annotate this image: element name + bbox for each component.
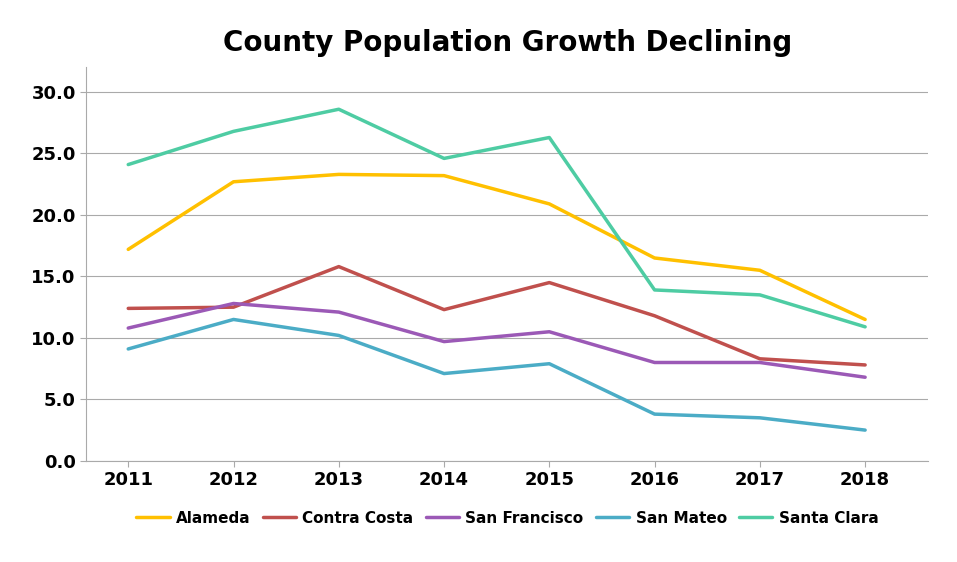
- Alameda: [122, 246, 134, 253]
- Alameda: [544, 201, 555, 207]
- Title: County Population Growth Declining: County Population Growth Declining: [223, 29, 791, 57]
- Santa Clara: [228, 128, 239, 135]
- San Mateo: [649, 411, 660, 418]
- San Francisco: [859, 374, 871, 380]
- San Francisco: [333, 309, 345, 315]
- San Mateo: [438, 370, 450, 377]
- Line: San Francisco: San Francisco: [128, 303, 865, 377]
- Santa Clara: [754, 292, 766, 298]
- San Francisco: [544, 328, 555, 335]
- Santa Clara: [333, 106, 345, 112]
- San Mateo: [228, 316, 239, 323]
- San Mateo: [333, 332, 345, 339]
- Contra Costa: [122, 305, 134, 312]
- Contra Costa: [438, 306, 450, 313]
- Alameda: [438, 172, 450, 179]
- Line: Santa Clara: Santa Clara: [128, 109, 865, 327]
- San Francisco: [122, 325, 134, 332]
- Alameda: [754, 267, 766, 274]
- Legend: Alameda, Contra Costa, San Francisco, San Mateo, Santa Clara: Alameda, Contra Costa, San Francisco, Sa…: [130, 505, 884, 532]
- Contra Costa: [859, 361, 871, 368]
- Santa Clara: [438, 155, 450, 162]
- San Mateo: [122, 346, 134, 352]
- Alameda: [228, 178, 239, 185]
- Santa Clara: [544, 134, 555, 141]
- Santa Clara: [122, 161, 134, 168]
- Line: Alameda: Alameda: [128, 174, 865, 319]
- San Mateo: [859, 427, 871, 433]
- Alameda: [649, 255, 660, 261]
- San Francisco: [228, 300, 239, 307]
- Santa Clara: [859, 324, 871, 330]
- San Francisco: [438, 338, 450, 345]
- Contra Costa: [333, 263, 345, 270]
- Contra Costa: [228, 304, 239, 311]
- San Francisco: [754, 359, 766, 366]
- Contra Costa: [544, 279, 555, 286]
- Santa Clara: [649, 287, 660, 293]
- Alameda: [859, 316, 871, 323]
- Contra Costa: [649, 312, 660, 319]
- Alameda: [333, 171, 345, 178]
- Line: Contra Costa: Contra Costa: [128, 266, 865, 365]
- San Mateo: [544, 360, 555, 367]
- Contra Costa: [754, 355, 766, 362]
- Line: San Mateo: San Mateo: [128, 319, 865, 430]
- San Mateo: [754, 414, 766, 421]
- San Francisco: [649, 359, 660, 366]
